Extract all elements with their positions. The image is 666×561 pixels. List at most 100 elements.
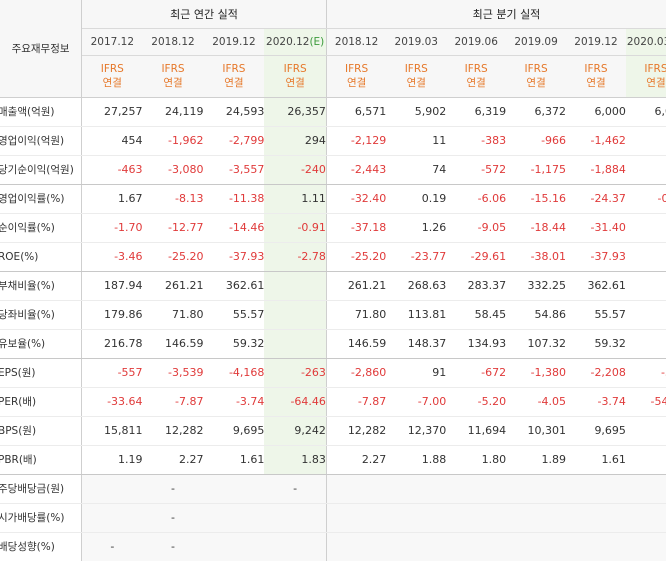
table-cell: 12,282 [326, 416, 387, 446]
table-cell: -1,884 [566, 155, 626, 185]
table-cell: 6,319 [446, 97, 507, 127]
period-label: 2018.12 [151, 35, 195, 48]
table-row: BPS(원) 15,811 12,282 9,695 9,242 12,282 12,370… [0, 416, 666, 446]
table-cell [625, 155, 666, 185]
table-cell [386, 503, 447, 533]
row-label-text: 순이익률(%) [0, 222, 55, 234]
table-cell: 283.37 [446, 271, 507, 301]
basis-standard: IFRS [404, 63, 428, 75]
row-label-text: EPS(원) [0, 367, 36, 379]
row-label: ROE(%) [0, 242, 83, 272]
quarterly-period-3: 2019.09 [506, 28, 567, 56]
estimate-mark: (E) [309, 35, 325, 48]
table-row: 주당배당금(원) - - [0, 474, 666, 504]
table-cell [264, 532, 327, 561]
table-cell: 261.21 [142, 271, 204, 301]
table-cell: 11,694 [446, 416, 507, 446]
table-cell [566, 503, 626, 533]
row-label-text: 영업이익률(%) [0, 193, 65, 205]
table-cell: 107.32 [506, 329, 567, 359]
table-cell: -1,175 [506, 155, 567, 185]
basis-consolidation: 연결 [163, 77, 183, 89]
basis-annual-1: IFRS 연결 [142, 55, 204, 98]
basis-consolidation: 연결 [586, 77, 606, 89]
basis-consolidation: 연결 [102, 77, 122, 89]
table-cell: -263 [264, 358, 327, 388]
table-cell: 1.19 [81, 445, 143, 475]
table-cell: 454 [81, 126, 143, 156]
table-cell: -672 [446, 358, 507, 388]
row-label-text: 시가배당률(%) [0, 512, 65, 524]
table-cell: 0.19 [386, 184, 447, 214]
table-cell [625, 329, 666, 359]
table-cell: 58.45 [446, 300, 507, 330]
table-cell [326, 474, 387, 504]
table-cell: -23.77 [386, 242, 447, 272]
table-row: 순이익률(%) -1.70 -12.77 -14.46 -0.91 -37.18 1.26-… [0, 213, 666, 243]
table-cell: 187.94 [81, 271, 143, 301]
table-cell: 11 [386, 126, 447, 156]
basis-standard: IFRS [222, 63, 246, 75]
quarterly-period-1: 2019.03 [386, 28, 447, 56]
basis-standard: IFRS [644, 63, 666, 75]
table-cell [566, 532, 626, 561]
table-cell [326, 532, 387, 561]
table-row: 배당성향(%) - - [0, 532, 666, 561]
table-cell [625, 503, 666, 533]
table-cell: -29.61 [446, 242, 507, 272]
table-row: 영업이익(억원) 454 -1,962 -2,799 294 -2,129 11 -383 -9… [0, 126, 666, 156]
table-cell [264, 503, 327, 533]
row-label: 배당성향(%) [0, 532, 83, 561]
table-row: PER(배) -33.64 -7.87 -3.74 -64.46 -7.87 -7.00 -5… [0, 387, 666, 417]
table-cell [386, 532, 447, 561]
table-cell: 24,593 [203, 97, 265, 127]
table-cell: -11.38 [203, 184, 265, 214]
table-cell [81, 474, 143, 504]
table-cell: 1.61 [203, 445, 265, 475]
table-row: 영업이익률(%) 1.67 -8.13 -11.38 1.11 -32.40 0.19 -6.… [0, 184, 666, 214]
table-cell: -0.91 [264, 213, 327, 243]
basis-consolidation: 연결 [285, 77, 305, 89]
table-cell: 2.27 [326, 445, 387, 475]
annual-period-1: 2018.12 [142, 28, 204, 56]
table-cell: 6,065 [625, 97, 666, 127]
row-label: 매출액(억원) [0, 97, 83, 127]
period-label: 2018.12 [334, 35, 379, 48]
annual-section-title: 최근 연간 실적 [81, 0, 327, 29]
table-cell: -9.05 [446, 213, 507, 243]
basis-consolidation: 연결 [526, 77, 546, 89]
basis-quarterly-3: IFRS 연결 [506, 55, 567, 98]
table-cell: -3.46 [81, 242, 143, 272]
table-row: 당좌비율(%) 179.86 71.80 55.57 71.80 113.81 58.45 5… [0, 300, 666, 330]
table-cell: 1.26 [386, 213, 447, 243]
table-cell: -8.13 [142, 184, 204, 214]
table-cell: -14.46 [203, 213, 265, 243]
table-cell: -3,539 [142, 358, 204, 388]
table-cell: 6,000 [566, 97, 626, 127]
row-label-text: 당좌비율(%) [0, 309, 55, 321]
row-label: BPS(원) [0, 416, 83, 446]
table-cell: -3.74 [566, 387, 626, 417]
table-cell: -2,443 [326, 155, 387, 185]
table-cell: 1.80 [446, 445, 507, 475]
table-cell: -1,962 [142, 126, 204, 156]
table-cell: 216.78 [81, 329, 143, 359]
basis-standard: IFRS [161, 63, 185, 75]
table-cell [264, 329, 327, 359]
table-cell [566, 474, 626, 504]
row-label: 유보율(%) [0, 329, 83, 359]
table-cell: -383 [446, 126, 507, 156]
row-label: 시가배당률(%) [0, 503, 83, 533]
row-label: 영업이익(억원) [0, 126, 83, 156]
table-cell [506, 503, 567, 533]
table-cell: 1.67 [81, 184, 143, 214]
basis-standard: IFRS [584, 63, 608, 75]
table-cell [446, 503, 507, 533]
basis-consolidation: 연결 [346, 77, 367, 89]
table-cell [264, 300, 327, 330]
table-cell: -38.01 [506, 242, 567, 272]
table-cell: -0.99 [625, 184, 666, 214]
row-label-text: 배당성향(%) [0, 541, 55, 553]
basis-standard: IFRS [524, 63, 548, 75]
table-cell: 362.61 [203, 271, 265, 301]
